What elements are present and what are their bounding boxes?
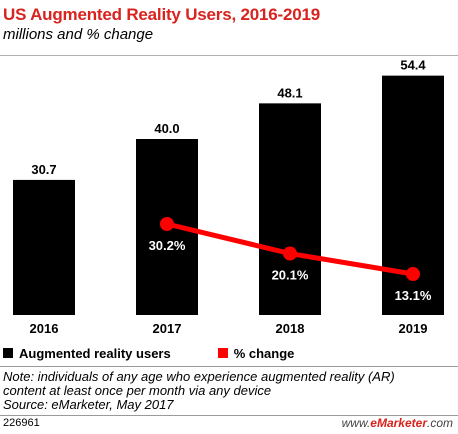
note-line: content at least once per month via any … (3, 383, 272, 398)
note-line: Note: individuals of any age who experie… (3, 369, 395, 384)
chart-subtitle: millions and % change (3, 26, 154, 43)
divider (0, 366, 458, 367)
legend-label-bars: Augmented reality users (19, 345, 171, 361)
legend-swatch-line (217, 348, 228, 358)
bar-value-label: 30.7 (31, 162, 56, 177)
x-tick-label: 2016 (30, 321, 59, 336)
footer-divider (0, 415, 458, 416)
chart-title: US Augmented Reality Users, 2016-2019 (3, 5, 321, 24)
brand-logo[interactable]: www.eMarketer.com (342, 416, 453, 430)
x-tick-label: 2019 (399, 321, 428, 336)
source-line: Source: eMarketer, May 2017 (3, 397, 174, 412)
pct-point (406, 267, 420, 281)
legend-item-line: % change (217, 345, 295, 361)
brand-name: eMarketer (370, 416, 427, 430)
bar-value-label: 54.4 (400, 58, 426, 73)
bar-2016 (13, 179, 75, 315)
brand-prefix: www. (341, 416, 371, 430)
pct-value-label: 20.1% (272, 268, 309, 283)
legend-item-bars: Augmented reality users (3, 346, 171, 361)
legend-swatch-bars (3, 348, 13, 358)
bar-value-label: 40.0 (154, 121, 179, 136)
pct-value-label: 30.2% (149, 238, 186, 253)
pct-point (160, 217, 174, 231)
x-tick-label: 2017 (153, 321, 182, 336)
pct-point (283, 246, 297, 261)
legend: Augmented reality users % change (3, 345, 341, 361)
bars-layer (13, 75, 444, 315)
bar-2018 (259, 103, 321, 315)
chart-note: Note: individuals of any age who experie… (3, 370, 453, 412)
x-tick-label: 2018 (276, 321, 305, 336)
legend-label-line: % change (233, 345, 295, 361)
bar-line-chart: 30.7 2016 40.0 2017 48.1 2018 54.4 2019 30.2% 20.… (0, 55, 458, 336)
chart-id: 226961 (3, 417, 40, 429)
bar-value-label: 48.1 (277, 85, 302, 100)
labels-layer: 30.7 2016 40.0 2017 48.1 2018 54.4 2019 30.2% 20.… (30, 58, 432, 336)
line-layer (160, 217, 420, 281)
brand-suffix: .com (426, 416, 453, 430)
pct-value-label: 13.1% (395, 288, 432, 303)
